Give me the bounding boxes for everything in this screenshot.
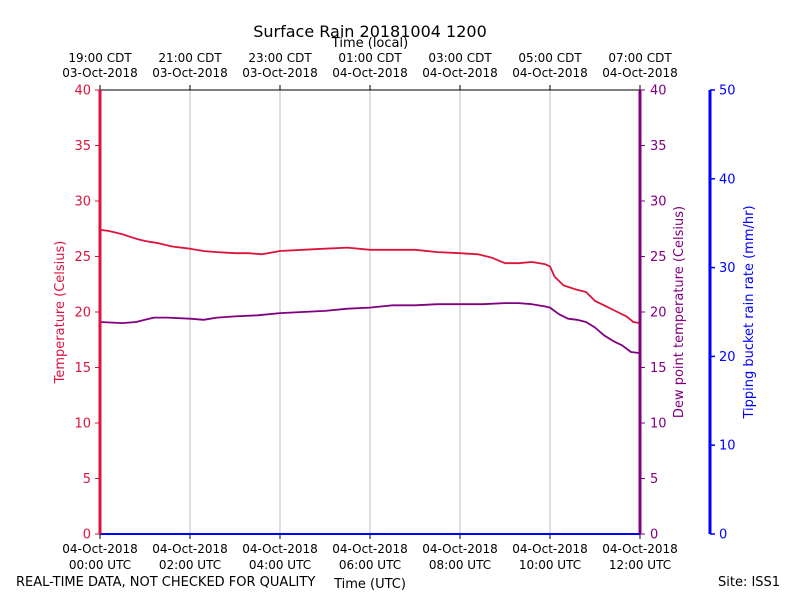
x-tick-label-local-date: 04-Oct-2018	[332, 66, 408, 80]
dewpoint-tick-label: 25	[650, 250, 667, 265]
top-axis-label: Time (local)	[331, 36, 408, 51]
x-tick-label-date: 04-Oct-2018	[242, 542, 318, 556]
x-tick-label-local-date: 03-Oct-2018	[152, 66, 228, 80]
rain-axis-label: Tipping bucket rain rate (mm/hr)	[742, 205, 757, 419]
x-tick-label-local: 19:00 CDT	[68, 51, 132, 65]
x-tick-label-date: 04-Oct-2018	[512, 542, 588, 556]
temperature-tick-label: 15	[74, 361, 91, 376]
x-tick-label-date: 04-Oct-2018	[602, 542, 678, 556]
x-tick-label-local: 23:00 CDT	[248, 51, 312, 65]
x-tick-label-date: 04-Oct-2018	[332, 542, 408, 556]
temperature-tick-label: 35	[74, 139, 91, 154]
x-tick-label-utc: 04:00 UTC	[249, 558, 311, 572]
dewpoint-tick-label: 40	[650, 84, 667, 99]
temperature-tick-label: 40	[74, 84, 91, 99]
temperature-tick-label: 25	[74, 250, 91, 265]
temperature-tick-label: 5	[83, 472, 91, 487]
temperature-tick-label: 0	[83, 528, 91, 543]
x-tick-label-local: 07:00 CDT	[608, 51, 672, 65]
x-tick-label-local: 01:00 CDT	[338, 51, 402, 65]
site-label: Site: ISS1	[718, 575, 781, 590]
temperature-line	[99, 229, 641, 324]
rain-tick-label: 50	[719, 84, 736, 99]
rain-tick-label: 20	[719, 350, 736, 365]
rain-tick-label: 30	[719, 261, 736, 276]
rain-tick-label: 0	[719, 528, 727, 543]
x-tick-label-utc: 02:00 UTC	[159, 558, 221, 572]
dewpoint-axis-label: Dew point temperature (Celsius)	[672, 206, 687, 418]
x-tick-label-local: 03:00 CDT	[428, 51, 492, 65]
x-tick-label-local-date: 04-Oct-2018	[422, 66, 498, 80]
x-tick-label-local: 21:00 CDT	[158, 51, 222, 65]
dewpoint-tick-label: 0	[650, 528, 658, 543]
x-tick-label-local-date: 03-Oct-2018	[62, 66, 138, 80]
x-tick-label-utc: 08:00 UTC	[429, 558, 491, 572]
x-tick-label-local-date: 04-Oct-2018	[602, 66, 678, 80]
x-tick-label-utc: 12:00 UTC	[609, 558, 671, 572]
rain-tick-label: 40	[719, 172, 736, 187]
temperature-tick-label: 30	[74, 195, 91, 210]
rain-tick-label: 10	[719, 439, 736, 454]
grid-lines	[189, 90, 551, 534]
x-tick-label-date: 04-Oct-2018	[62, 542, 138, 556]
x-tick-label-utc: 06:00 UTC	[339, 558, 401, 572]
x-tick-label-utc: 10:00 UTC	[519, 558, 581, 572]
quality-note: REAL-TIME DATA, NOT CHECKED FOR QUALITY	[16, 575, 316, 590]
x-tick-label-local-date: 04-Oct-2018	[512, 66, 588, 80]
x-tick-label-local-date: 03-Oct-2018	[242, 66, 318, 80]
x-tick-label-local: 05:00 CDT	[518, 51, 582, 65]
temperature-tick-label: 20	[74, 306, 91, 321]
temperature-tick-label: 10	[74, 417, 91, 432]
dewpoint-tick-label: 30	[650, 195, 667, 210]
dewpoint-tick-label: 20	[650, 306, 667, 321]
x-axis-label: Time (UTC)	[333, 577, 406, 592]
dewpoint-tick-label: 10	[650, 417, 667, 432]
dewpoint-tick-label: 35	[650, 139, 667, 154]
x-tick-label-utc: 00:00 UTC	[69, 558, 131, 572]
x-tick-label-date: 04-Oct-2018	[422, 542, 498, 556]
dewpoint-tick-label: 5	[650, 472, 658, 487]
temperature-axis-label: Temperature (Celsius)	[53, 241, 68, 385]
chart-title: Surface Rain 20181004 1200	[253, 22, 487, 41]
x-tick-label-date: 04-Oct-2018	[152, 542, 228, 556]
dew-point-line	[99, 302, 641, 354]
dewpoint-tick-label: 15	[650, 361, 667, 376]
